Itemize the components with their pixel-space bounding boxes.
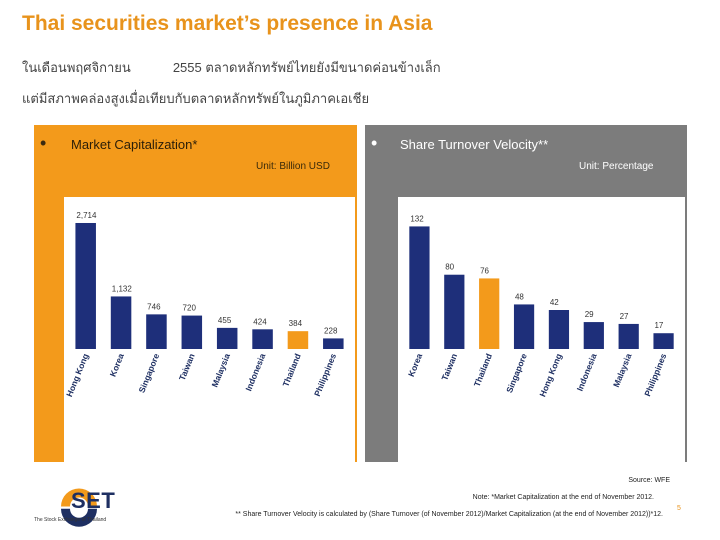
subtitle-line-1-rest: 2555 ตลาดหลักทรัพย์ไทยยังมีขนาดค่อนข้างเ… [172,60,441,75]
tick-label-malaysia: Malaysia [611,352,634,389]
bar-korea [110,296,132,349]
bar-philippines [653,333,674,349]
tick-label-hong-kong: Hong Kong [64,352,90,398]
page-title: Thai securities market’s presence in Asi… [22,12,433,35]
bar-malaysia [618,323,639,349]
tick-label-thailand: Thailand [280,352,302,388]
bar-taiwan [444,274,465,349]
data-label-hong-kong: 42 [550,298,559,307]
turnover-heading: Share Turnover Velocity** [400,137,549,152]
market-cap-heading: Market Capitalization* [71,137,198,152]
turnover-chart: 132 Korea 80 Taiwan 76 Thailand 48 Singapore 42 H… [406,214,674,398]
footnote-2: ** Share Turnover Velocity is calculated… [235,511,663,518]
data-label-malaysia: 27 [620,312,629,321]
tick-label-indonesia: Indonesia [243,352,267,393]
data-label-taiwan: 720 [183,304,197,313]
data-label-thailand: 76 [480,266,489,275]
set-logo-tagline: The Stock Exchange of Thailand [34,517,107,523]
data-label-indonesia: 29 [585,310,594,319]
data-label-korea: 1,132 [112,284,133,293]
market-cap-chart: 2,714 Hong Kong 1,132 Korea 746 Singapore 720 T… [64,211,344,398]
tick-label-malaysia: Malaysia [209,352,232,389]
set-logo-text: SET [71,488,116,513]
turnover-panel: • Share Turnover Velocity** Unit: Percen… [365,125,687,462]
market-cap-chart-area: 2,714 Hong Kong 1,132 Korea 746 Singapore 720 T… [64,197,355,462]
data-label-singapore: 48 [515,292,524,301]
bar-indonesia [252,329,273,349]
page-number: 5 [677,505,681,512]
bar-hong-kong [548,310,570,349]
subtitle-line-1: ในเดือนพฤศจิกายน 2555 ตลาดหลักทรัพย์ไทยยั… [22,57,441,78]
data-label-taiwan: 80 [445,263,454,272]
tick-label-thailand: Thailand [472,352,494,388]
market-cap-unit: Unit: Billion USD [256,161,330,172]
data-label-malaysia: 455 [218,316,232,325]
tick-label-singapore: Singapore [136,352,161,395]
bar-hong-kong [75,222,96,349]
subtitle-line-2: แต่มีสภาพคล่องสูงเมื่อเทียบกับตลาดหลักทร… [22,91,370,106]
footnote-1: Note: *Market Capitalization at the end … [472,494,654,501]
tick-label-singapore: Singapore [504,352,529,395]
bar-korea [409,226,430,349]
tick-label-philippines: Philippines [312,352,338,398]
bar-taiwan [181,315,203,349]
tick-label-korea: Korea [406,352,424,378]
data-label-thailand: 384 [289,319,303,328]
data-label-philippines: 228 [324,326,338,335]
bar-singapore [513,304,535,349]
bar-malaysia [216,327,238,349]
data-label-indonesia: 424 [253,317,267,326]
data-label-singapore: 746 [147,302,161,311]
tick-label-hong-kong: Hong Kong [537,352,563,398]
bar-philippines [323,338,344,349]
bullet-icon: • [371,133,378,153]
tick-label-indonesia: Indonesia [575,352,599,393]
turnover-unit: Unit: Percentage [579,161,654,172]
data-label-philippines: 17 [654,321,663,330]
source-note: Source: WFE [628,477,670,484]
data-label-hong-kong: 2,714 [76,211,97,220]
tick-label-taiwan: Taiwan [177,352,197,382]
subtitle-line-1-month: ในเดือนพฤศจิกายน [22,60,131,75]
bar-indonesia [583,322,604,349]
data-label-korea: 132 [410,214,424,223]
bullet-icon: • [40,133,47,153]
set-logo-icon [61,488,97,527]
turnover-chart-area: 132 Korea 80 Taiwan 76 Thailand 48 Singapore 42 H… [398,197,685,462]
tick-label-taiwan: Taiwan [439,352,459,382]
bar-thailand [287,331,309,349]
bar-thailand [479,278,500,349]
bar-singapore [146,314,167,349]
market-cap-panel: • Market Capitalization* Unit: Billion U… [34,125,357,462]
tick-label-philippines: Philippines [642,352,668,398]
tick-label-korea: Korea [108,352,126,378]
